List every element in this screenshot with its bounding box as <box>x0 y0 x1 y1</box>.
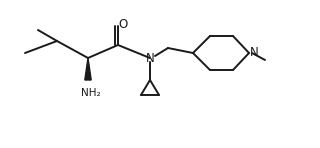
Polygon shape <box>85 58 91 80</box>
Text: NH₂: NH₂ <box>81 88 101 98</box>
Text: N: N <box>146 52 154 65</box>
Text: N: N <box>250 46 258 59</box>
Text: O: O <box>118 17 128 30</box>
